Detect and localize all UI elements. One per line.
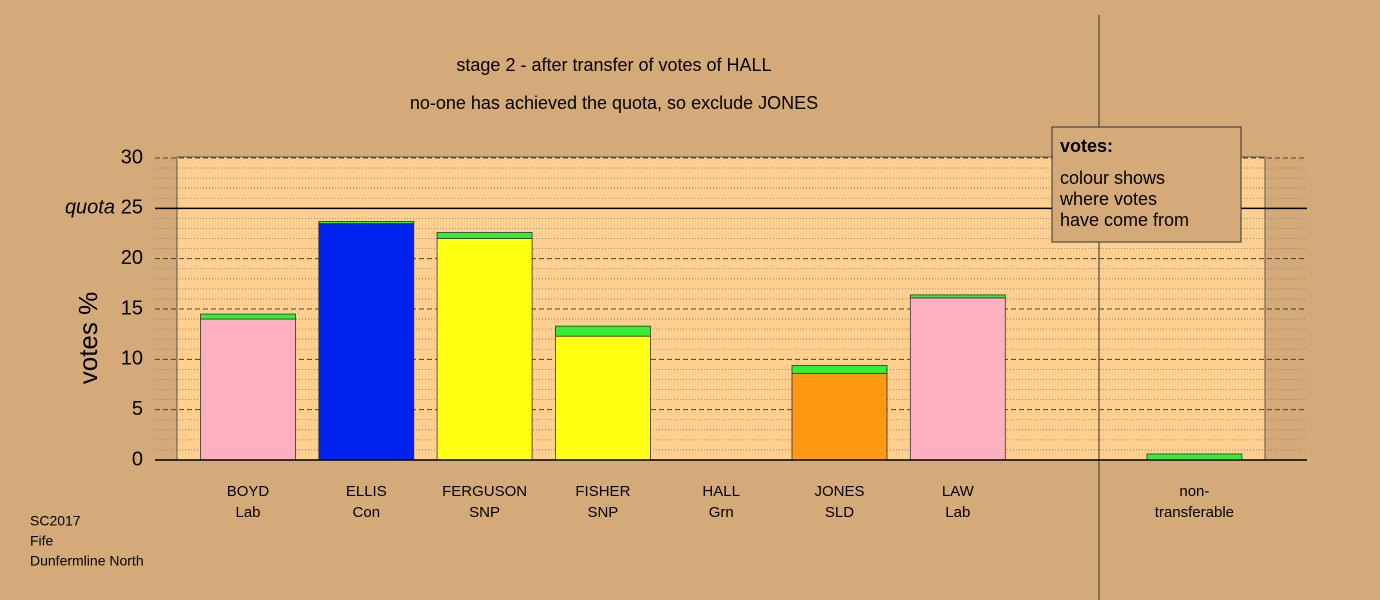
quota-label: quota	[65, 197, 115, 219]
y-tick-label: 25	[121, 197, 143, 219]
x-tick-label: SLD	[825, 504, 854, 521]
x-tick-label: HALL	[702, 483, 740, 500]
x-tick-label: SNP	[469, 504, 500, 521]
bar-segment	[436, 232, 533, 239]
x-tick-label: FERGUSON	[442, 483, 527, 500]
legend-box	[1051, 126, 1242, 243]
bar-segment	[555, 325, 651, 337]
x-tick-label: SNP	[587, 504, 618, 521]
legend-title: votes:	[1060, 136, 1113, 156]
bar-segment	[909, 297, 1006, 461]
bar-segment	[318, 223, 415, 461]
legend-text: where votes	[1059, 189, 1157, 209]
x-tick-label: transferable	[1155, 504, 1234, 521]
x-tick-label: Lab	[945, 504, 970, 521]
legend-text: have come from	[1060, 210, 1189, 230]
chart-subtitle: no-one has achieved the quota, so exclud…	[410, 93, 818, 113]
bar-segment	[791, 373, 888, 461]
x-tick-label: non-	[1179, 483, 1209, 500]
y-tick-label: 15	[121, 297, 143, 319]
bar-segment	[791, 364, 888, 374]
x-tick-label: FISHER	[575, 483, 630, 500]
x-tick-label: LAW	[942, 483, 975, 500]
bar-segment	[555, 335, 651, 461]
x-tick-label: Grn	[709, 504, 734, 521]
x-tick-label: Lab	[235, 504, 260, 521]
legend-text: colour shows	[1060, 168, 1165, 188]
x-tick-label: ELLIS	[346, 483, 387, 500]
y-tick-label: 0	[132, 448, 143, 470]
chart-title: stage 2 - after transfer of votes of HAL…	[456, 55, 771, 75]
footer-text: SC2017	[30, 513, 81, 529]
x-tick-label: JONES	[814, 483, 864, 500]
bar-segment	[436, 238, 533, 461]
y-tick-label: 10	[121, 348, 143, 370]
footer-text: Dunfermline North	[30, 553, 144, 569]
bar-segment	[1146, 453, 1243, 461]
bar-segment	[200, 313, 296, 320]
bar-segment	[318, 221, 415, 224]
y-tick-label: 5	[132, 398, 143, 420]
y-tick-label: 20	[121, 247, 143, 269]
bar-segment	[200, 318, 296, 461]
footer-text: Fife	[30, 533, 54, 549]
bar-segment	[909, 294, 1006, 299]
legend: votes: colour shows where votes have com…	[1051, 126, 1242, 243]
x-tick-label: BOYD	[227, 483, 270, 500]
y-axis-label: votes %	[73, 292, 103, 385]
x-tick-label: Con	[353, 504, 381, 521]
y-tick-label: 30	[121, 146, 143, 168]
